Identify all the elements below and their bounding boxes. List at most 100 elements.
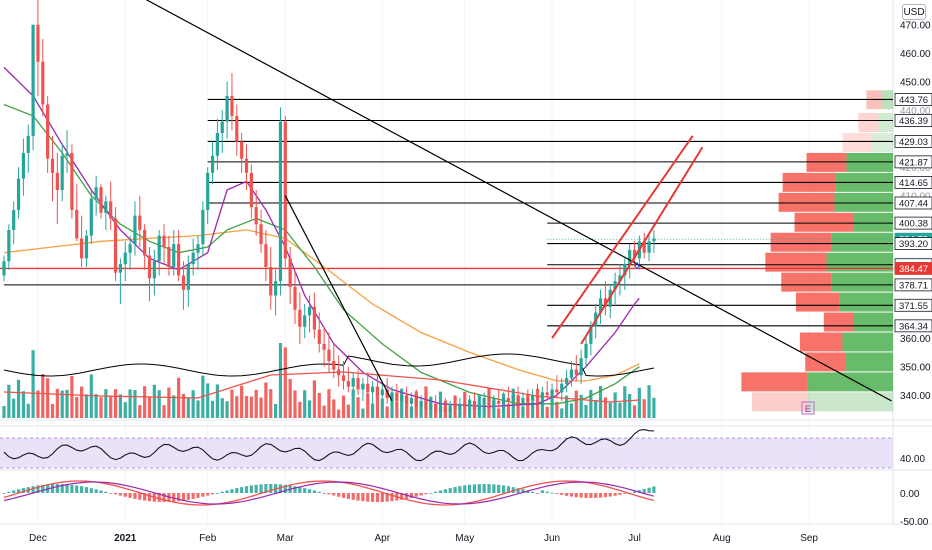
volume-bar [133, 390, 137, 418]
macd-histogram-bar [196, 493, 200, 498]
macd-histogram-bar [501, 485, 506, 493]
macd-histogram-bar [60, 484, 64, 493]
time-label-2021: 2021 [114, 533, 137, 544]
candle-body [341, 375, 346, 381]
rsi-tick: 40.00 [900, 454, 925, 465]
macd-histogram-bar [482, 484, 486, 493]
macd-histogram-bar [50, 484, 55, 493]
candle-body [603, 298, 607, 307]
candle-body [147, 255, 152, 279]
time-axis[interactable]: Dec 2021 Feb Mar Apr May Jun Jul Aug Sep [29, 533, 818, 544]
price-tag-label: 400.38 [899, 219, 928, 230]
macd-histogram-bar [351, 493, 355, 500]
volume-bar [341, 395, 346, 418]
volume-bar [351, 389, 355, 418]
volume-bar [642, 399, 646, 418]
macd-histogram-bar [186, 493, 190, 500]
candle-body [89, 198, 93, 236]
trendlines[interactable]: ◊ [140, 0, 892, 402]
volume-bar [584, 405, 588, 418]
macd-histogram-bar [608, 493, 612, 497]
macd-histogram-bar [332, 493, 336, 496]
macd-histogram-bar [487, 484, 491, 493]
macd-histogram-bar [264, 484, 268, 493]
time-label-feb: Feb [199, 533, 217, 544]
macd-histogram-bar [613, 493, 617, 496]
price-tick: 350.00 [900, 363, 931, 374]
volume-bar [380, 398, 384, 418]
macd-histogram-bar [133, 493, 137, 499]
candle-body [468, 400, 472, 407]
macd-histogram-bar [632, 491, 637, 493]
price-tag-box [894, 135, 932, 148]
time-label-sep: Sep [800, 533, 818, 544]
candle-body [642, 241, 646, 253]
volume-bar [337, 409, 341, 418]
price-tag-box [894, 298, 932, 312]
price-tick: 360.00 [900, 334, 931, 345]
macd-histogram-bar [603, 493, 607, 498]
macd-histogram-bar [594, 493, 598, 498]
candle-body [123, 252, 127, 265]
currency-button[interactable]: USD [902, 4, 926, 20]
macd-histogram-bar [477, 484, 481, 493]
price-tags: 443.76 436.39 429.03 421.87 414.65 407.44 400.… [894, 93, 932, 332]
macd-histogram-bar [535, 493, 540, 494]
trendline [284, 195, 393, 402]
volume-bar [395, 401, 399, 418]
volume-bar [555, 401, 559, 418]
candle-body [65, 152, 69, 156]
volume-bar [603, 397, 607, 418]
macd-histogram-bar [404, 493, 409, 499]
volume-bar [26, 403, 30, 418]
candle-body [618, 275, 622, 282]
time-label-jul: Jul [628, 533, 641, 544]
candle-body [327, 349, 331, 361]
candle-body [540, 392, 544, 399]
candle-body [75, 209, 79, 239]
volume-profile: E [741, 90, 893, 415]
volume-profile-sell [858, 113, 879, 132]
macd-histogram-bar [143, 493, 147, 501]
macd-histogram-bar [409, 493, 413, 498]
candle-body [579, 358, 583, 376]
macd-histogram-bar [579, 493, 583, 498]
candle-body [249, 172, 253, 208]
macd-histogram-bar [322, 493, 326, 494]
macd-histogram-bar [419, 493, 423, 496]
time-label-aug: Aug [713, 533, 731, 544]
candle-body [322, 343, 326, 350]
volume-bar [55, 388, 59, 418]
macd-histogram-bar [647, 487, 651, 493]
volume-bar [60, 390, 64, 418]
macd-histogram-bar [511, 487, 515, 493]
macd-histogram-bar [162, 493, 166, 502]
candle-body [477, 403, 481, 410]
volume-bar [230, 389, 234, 418]
candle-body [434, 403, 438, 413]
macd-histogram-bar [206, 493, 210, 496]
macd-histogram-bar [569, 493, 574, 497]
candlesticks[interactable] [2, 0, 656, 418]
candle-body [128, 244, 132, 253]
price-tag-box [894, 262, 932, 275]
volume-bar [574, 390, 578, 418]
candle-body [438, 406, 443, 413]
macd-line [3, 480, 655, 506]
macd-histogram-bar [317, 491, 321, 493]
volume-profile-sell [799, 332, 843, 352]
macd-histogram-bar [312, 490, 316, 493]
time-label-apr: Apr [375, 533, 391, 544]
volume-profile-buy [839, 292, 893, 312]
volume-bar [259, 397, 263, 418]
candle-body [138, 215, 142, 230]
candle-body [555, 389, 559, 393]
volume-bar [303, 390, 307, 418]
macd-histogram-bar [652, 486, 656, 493]
volume-bar [356, 397, 360, 418]
macd-histogram-bar [7, 491, 11, 493]
macd-histogram-bar [225, 490, 229, 493]
volume-profile-sell [781, 272, 832, 292]
